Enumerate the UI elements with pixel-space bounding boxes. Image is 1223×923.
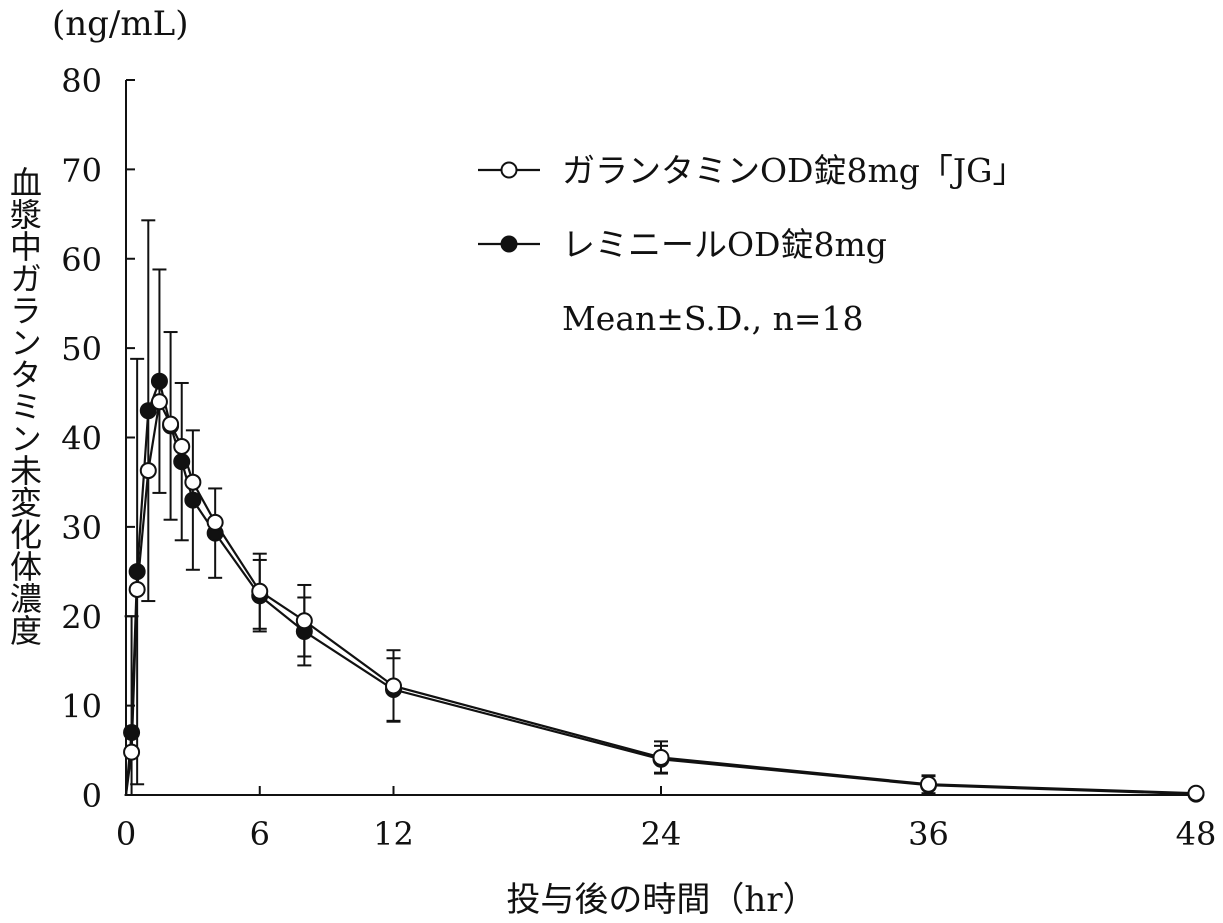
- filled-circle-marker: [150, 372, 168, 390]
- x-tick-label: 48: [1176, 815, 1217, 853]
- y-axis-title: 血漿中ガランタミン未変化体濃度: [5, 166, 43, 646]
- filled-circle-marker: [184, 491, 202, 509]
- y-tick-label: 80: [61, 62, 102, 100]
- open-circle-marker: [123, 743, 141, 761]
- filled-circle-marker: [123, 723, 141, 741]
- legend-open-circle-icon: [500, 161, 518, 179]
- open-circle-marker: [173, 437, 191, 455]
- open-circle-marker: [251, 582, 269, 600]
- x-tick-label: 6: [250, 815, 270, 853]
- open-circle-marker: [295, 612, 313, 630]
- data-markers: [123, 372, 1205, 803]
- y-tick-label: 0: [82, 777, 102, 815]
- x-tick-label: 0: [116, 815, 136, 853]
- y-tick-label: 50: [61, 330, 102, 368]
- y-tick-label: 20: [61, 598, 102, 636]
- open-circle-marker: [1187, 784, 1205, 802]
- x-tick-label: 12: [373, 815, 414, 853]
- open-circle-marker: [385, 677, 402, 695]
- filled-circle-marker: [128, 563, 146, 581]
- series-line: [124, 398, 1197, 796]
- y-unit-label: (ng/mL): [52, 4, 189, 44]
- open-circle-marker: [184, 473, 202, 491]
- legend: ガランタミンOD錠8mg「JG」レミニールOD錠8mg Mean±S.D., n=…: [478, 151, 1026, 338]
- open-circle-marker: [652, 748, 670, 766]
- x-axis-title: 投与後の時間（hr）: [506, 880, 817, 920]
- open-circle-marker: [128, 580, 146, 598]
- legend-filled-circle-icon: [500, 235, 518, 253]
- filled-circle-marker: [139, 402, 157, 420]
- legend-label: ガランタミンOD錠8mg「JG」: [562, 151, 1026, 190]
- stats-note: Mean±S.D., n=18: [562, 299, 863, 338]
- series-line: [124, 377, 1197, 796]
- open-circle-marker: [139, 462, 157, 480]
- series-lines: [124, 377, 1197, 796]
- open-circle-marker: [162, 415, 180, 433]
- y-tick-label: 40: [61, 420, 102, 458]
- y-tick-label: 10: [61, 688, 102, 726]
- x-axis-title-wrap: 投与後の時間（hr）: [0, 872, 1223, 921]
- open-circle-marker: [206, 513, 224, 531]
- y-tick-label: 70: [61, 151, 102, 189]
- axes: 0 10 20 30 40 50 60 70 80 0 6 12 24 36 48: [61, 62, 1216, 853]
- y-tick-label: 60: [61, 241, 102, 279]
- open-circle-marker: [150, 393, 168, 411]
- filled-circle-marker: [173, 453, 191, 471]
- open-circle-marker: [920, 775, 937, 793]
- y-tick-label: 30: [61, 509, 102, 547]
- x-tick-label: 36: [908, 815, 949, 853]
- legend-label: レミニールOD錠8mg: [562, 225, 887, 264]
- x-tick-label: 24: [641, 815, 682, 853]
